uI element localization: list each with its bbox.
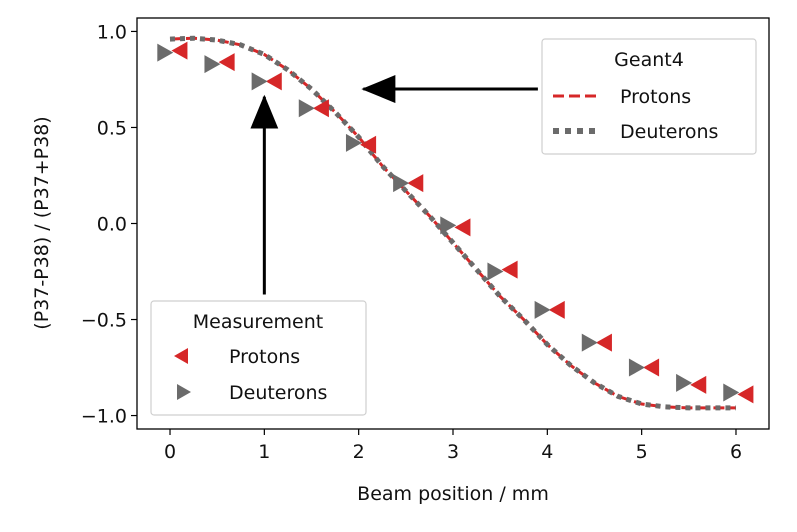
- y-tick-label: −1.0: [81, 406, 127, 428]
- x-axis-title: Beam position / mm: [357, 483, 549, 505]
- legend-geant4-title: Geant4: [614, 49, 684, 71]
- measurement-deuteron-point: [251, 72, 268, 91]
- measurement-proton-point: [643, 358, 660, 377]
- legend-measurement-frame: [150, 300, 367, 416]
- measurement-deuteron-point: [676, 373, 693, 392]
- measurement-proton-point: [265, 72, 282, 91]
- measurement-deuteron-point: [534, 300, 551, 319]
- y-tick-label: 0.5: [97, 117, 127, 139]
- measurement-deuteron-point: [440, 216, 457, 235]
- measurement-deuteron-point: [393, 174, 410, 193]
- axes: 0 1 2 3 4 5 6 1.0 0.5 0.0 −0.5 −1.0: [81, 17, 770, 463]
- measurement-deuteron-point: [298, 99, 315, 118]
- measurement-deuteron-point: [628, 358, 645, 377]
- legend-geant4-deuterons-label: Deuterons: [620, 121, 718, 143]
- measurement-proton-point: [690, 375, 707, 394]
- measurement-proton-point: [171, 41, 188, 60]
- x-tick-label: 6: [730, 441, 742, 463]
- y-tick-label: 1.0: [97, 21, 127, 43]
- legend-geant4-protons-label: Protons: [620, 86, 691, 108]
- y-tick-label: 0.0: [97, 214, 127, 236]
- geant4-deuterons-line: [169, 35, 736, 411]
- legend-measurement-deuterons-marker: [177, 384, 191, 400]
- measurement-proton-point: [454, 218, 471, 237]
- measurement-proton-point: [218, 53, 235, 72]
- measurement-proton-point: [548, 300, 565, 319]
- measurement-deuteron-point: [581, 333, 598, 352]
- x-tick-label: 1: [258, 441, 270, 463]
- measurement-proton-point: [595, 333, 612, 352]
- x-tick-label: 2: [353, 441, 365, 463]
- legend-measurement-title: Measurement: [193, 311, 323, 333]
- y-axis-title: (P37-P38) / (P37+P38): [31, 116, 53, 329]
- x-tick-label: 0: [164, 441, 176, 463]
- measurement-proton-point: [360, 135, 377, 154]
- measurement-deuteron-point: [157, 43, 174, 62]
- x-tick-label: 4: [541, 441, 553, 463]
- legend-geant4-frame: [541, 38, 757, 155]
- measurement-proton-point: [312, 99, 329, 118]
- plot-area: [157, 35, 754, 411]
- legend-measurement-protons-label: Protons: [229, 346, 300, 368]
- y-tick-label: −0.5: [81, 310, 127, 332]
- legend-measurement-protons-marker: [174, 348, 188, 364]
- measurement-deuteron-point: [723, 383, 740, 402]
- measurement-proton-point: [737, 385, 754, 404]
- x-tick-label: 3: [447, 441, 459, 463]
- measurement-proton-point: [407, 174, 424, 193]
- geant4-protons-line: [169, 36, 736, 410]
- legend-measurement-deuterons-label: Deuterons: [229, 382, 327, 404]
- x-tick-label: 5: [636, 441, 648, 463]
- measurement-deuteron-point: [345, 133, 362, 152]
- measurement-proton-point: [501, 260, 518, 279]
- measurement-deuteron-point: [204, 55, 221, 74]
- measurement-deuteron-point: [487, 262, 504, 281]
- legend-measurement: Measurement Protons Deuterons: [150, 300, 367, 416]
- legend-geant4: Geant4 Protons Deuterons: [541, 38, 757, 155]
